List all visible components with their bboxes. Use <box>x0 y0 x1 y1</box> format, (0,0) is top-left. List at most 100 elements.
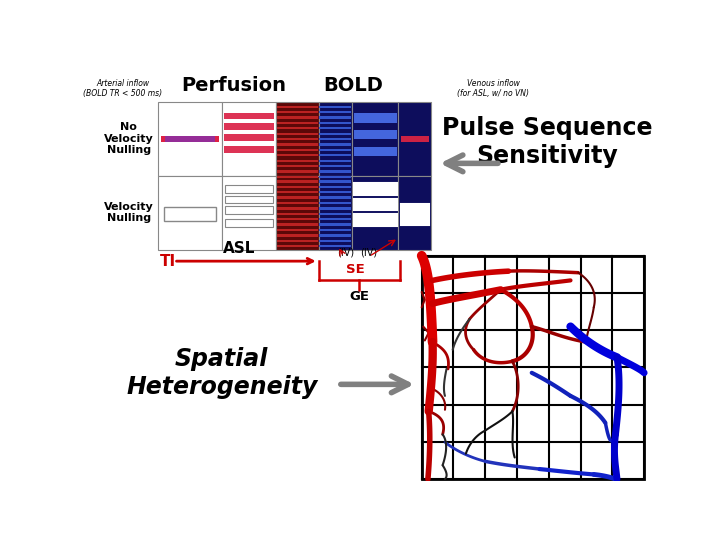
Bar <box>320 106 351 108</box>
Bar <box>276 224 318 226</box>
Bar <box>398 102 431 177</box>
Text: Perfusion: Perfusion <box>181 76 286 94</box>
Bar <box>352 177 398 249</box>
Bar <box>225 219 273 226</box>
Bar <box>276 127 318 130</box>
Bar <box>276 170 318 173</box>
Bar <box>276 202 318 204</box>
Bar <box>320 143 351 146</box>
Bar <box>224 123 274 130</box>
Bar <box>276 180 318 183</box>
Bar <box>320 218 351 220</box>
Text: SE: SE <box>346 262 365 276</box>
Text: Venous inflow
(for ASL, w/ no VN): Venous inflow (for ASL, w/ no VN) <box>457 79 529 98</box>
Bar <box>320 245 351 247</box>
Bar <box>319 102 352 177</box>
Bar <box>320 229 351 231</box>
Text: Spatial
Heterogeneity: Spatial Heterogeneity <box>126 347 318 399</box>
Bar <box>276 117 318 119</box>
Bar <box>320 186 351 188</box>
Bar <box>225 195 273 204</box>
Bar <box>320 224 351 226</box>
Bar <box>276 191 318 193</box>
Bar <box>276 245 318 247</box>
Bar <box>161 136 219 142</box>
Bar <box>319 177 352 249</box>
Bar <box>320 207 351 210</box>
Bar <box>320 159 351 162</box>
Bar <box>276 197 318 199</box>
Bar <box>276 213 318 215</box>
Bar <box>224 146 274 153</box>
Bar <box>320 132 351 135</box>
Bar <box>224 112 274 119</box>
Bar <box>354 184 397 195</box>
Text: BOLD: BOLD <box>323 76 384 94</box>
Bar <box>320 202 351 204</box>
Bar <box>320 197 351 199</box>
Bar <box>354 214 397 226</box>
Bar <box>354 199 397 211</box>
Bar <box>276 143 318 146</box>
Bar <box>164 207 215 221</box>
Bar <box>222 102 276 177</box>
Bar <box>276 177 319 249</box>
Bar <box>276 111 318 113</box>
Bar <box>320 138 351 140</box>
Bar <box>276 106 318 108</box>
Bar <box>401 204 428 225</box>
Bar <box>276 240 318 242</box>
Bar <box>276 132 318 135</box>
Text: Pulse Sequence
Sensitivity: Pulse Sequence Sensitivity <box>442 116 652 168</box>
Text: No
Velocity
Nulling: No Velocity Nulling <box>104 122 153 156</box>
Bar <box>352 102 398 177</box>
Bar <box>276 122 318 124</box>
Text: GE: GE <box>349 291 369 303</box>
Bar <box>158 177 222 249</box>
Bar <box>165 137 215 142</box>
Bar <box>320 170 351 173</box>
Bar <box>276 165 318 167</box>
Bar <box>320 154 351 157</box>
Bar <box>276 229 318 231</box>
Bar <box>225 185 273 193</box>
Bar <box>276 138 318 140</box>
Bar <box>276 159 318 162</box>
Bar <box>158 102 222 177</box>
Text: ASL: ASL <box>223 241 256 256</box>
Bar <box>422 256 644 479</box>
Bar <box>320 176 351 178</box>
Bar <box>276 234 318 237</box>
Bar <box>276 176 318 178</box>
Bar <box>320 165 351 167</box>
Bar <box>276 102 319 177</box>
Bar <box>320 240 351 242</box>
Bar <box>320 180 351 183</box>
Bar <box>354 130 397 139</box>
Bar <box>354 113 397 123</box>
Bar <box>320 234 351 237</box>
Bar <box>276 186 318 188</box>
Bar <box>320 127 351 130</box>
Bar <box>276 148 318 151</box>
Text: (IV): (IV) <box>361 248 377 258</box>
Bar <box>224 134 274 141</box>
Bar <box>320 148 351 151</box>
Bar <box>320 213 351 215</box>
Bar <box>276 207 318 210</box>
Text: Arterial inflow
(BOLD TR < 500 ms): Arterial inflow (BOLD TR < 500 ms) <box>83 79 162 98</box>
Bar <box>320 111 351 113</box>
Bar <box>222 177 276 249</box>
Bar <box>354 147 397 157</box>
Bar <box>276 218 318 220</box>
Text: (IV): (IV) <box>337 248 354 258</box>
Text: TI: TI <box>160 254 176 268</box>
Text: Velocity
Nulling: Velocity Nulling <box>104 202 153 224</box>
Bar <box>398 177 431 249</box>
Bar <box>320 191 351 193</box>
Bar <box>225 206 273 214</box>
Bar <box>401 136 428 142</box>
Bar <box>276 154 318 157</box>
Bar <box>320 117 351 119</box>
Bar <box>320 122 351 124</box>
